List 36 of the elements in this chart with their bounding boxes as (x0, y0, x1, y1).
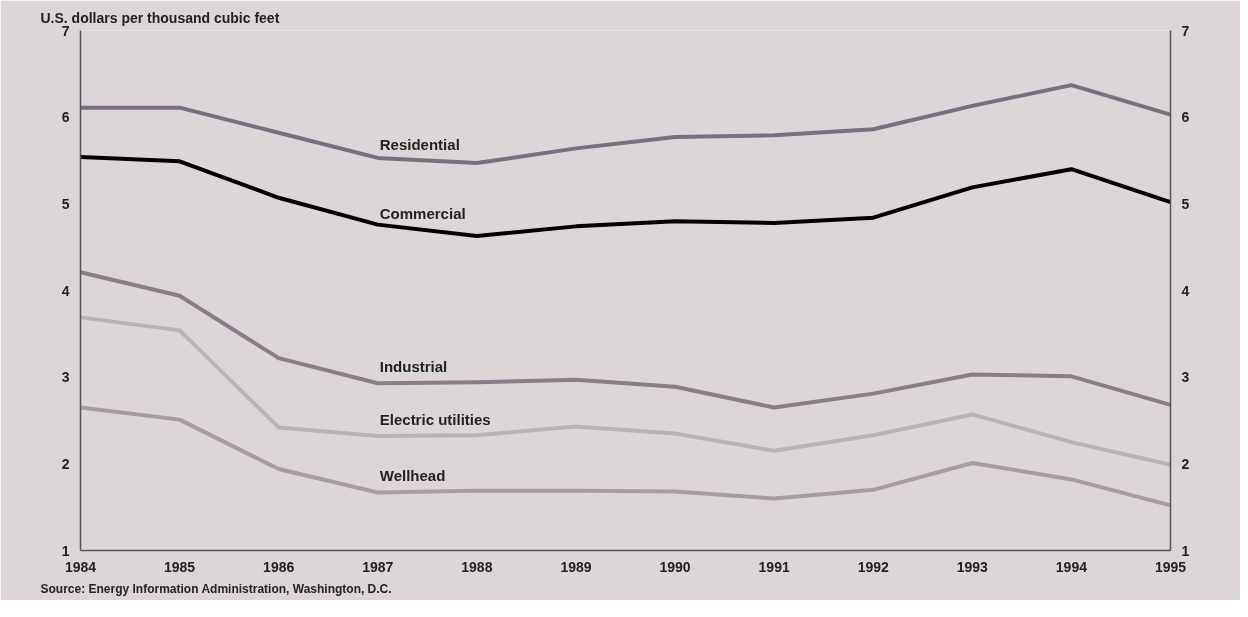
y-tick-label: 4 (61, 282, 70, 299)
x-tick-label: 1994 (1055, 558, 1088, 575)
x-tick-label: 1988 (461, 558, 493, 575)
y2-tick-label: 3 (1181, 369, 1190, 386)
series-label: Wellhead (379, 466, 446, 484)
y2-tick-label: 1 (1181, 542, 1190, 559)
line-series (80, 270, 1171, 410)
y-tick-label: 6 (61, 109, 70, 126)
series-label: Electric utilities (379, 410, 491, 428)
source-note: Source: Energy Information Administration, Washington, D.C. (40, 581, 392, 596)
x-tick-label: 1992 (857, 558, 890, 575)
line-series (80, 83, 1171, 166)
x-tick-label: 1986 (263, 558, 295, 575)
y2-tick-label: 4 (1181, 282, 1190, 299)
x-tick-label: 1995 (1154, 558, 1187, 575)
line-series (80, 315, 1171, 467)
y-tick-label: 5 (61, 195, 70, 212)
x-tick-label: 1984 (64, 558, 97, 575)
x-tick-label: 1985 (164, 558, 196, 575)
y2-tick-label: 5 (1181, 195, 1190, 212)
x-tick-label: 1989 (560, 558, 592, 575)
y-tick-label: 1 (61, 542, 70, 559)
series-label: Industrial (379, 357, 448, 375)
y2-tick-label: 7 (1181, 22, 1190, 39)
line-series (80, 405, 1171, 508)
x-tick-label: 1987 (362, 558, 394, 575)
y2-tick-label: 6 (1181, 109, 1190, 126)
series-label: Residential (379, 135, 460, 153)
x-tick-label: 1993 (956, 558, 989, 575)
x-tick-label: 1990 (659, 558, 691, 575)
y-tick-label: 2 (61, 455, 70, 472)
series-label: Commercial (379, 205, 466, 223)
y-tick-label: 3 (61, 369, 70, 386)
line-series (80, 155, 1171, 238)
x-tick-label: 1991 (758, 558, 790, 575)
y2-tick-label: 2 (1181, 455, 1190, 472)
